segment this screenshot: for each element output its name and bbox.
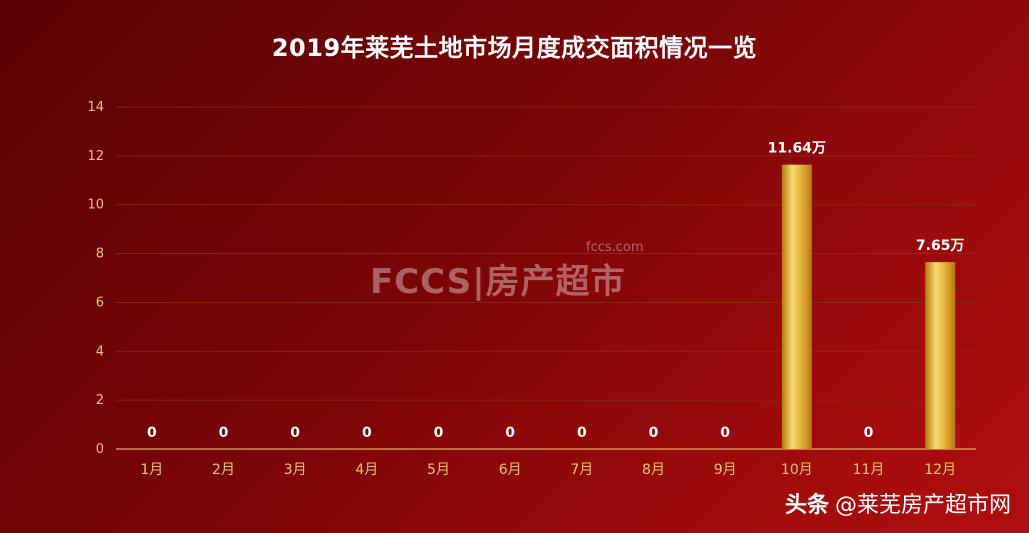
y-tick-label: 10 bbox=[87, 198, 104, 213]
data-label: 0 bbox=[147, 425, 157, 441]
data-label: 0 bbox=[649, 425, 659, 441]
y-axis-ticks: 0 2 4 6 8 10 12 14 bbox=[87, 100, 104, 457]
x-tick-label: 7月 bbox=[570, 462, 593, 478]
x-tick-label: 2月 bbox=[212, 462, 235, 478]
y-tick-label: 4 bbox=[96, 344, 104, 359]
x-tick-label: 5月 bbox=[427, 462, 450, 478]
bar bbox=[781, 164, 812, 449]
y-tick-label: 12 bbox=[87, 149, 104, 164]
grid-lines bbox=[116, 106, 976, 450]
data-label: 7.65万 bbox=[916, 238, 965, 254]
y-tick-label: 14 bbox=[87, 100, 104, 115]
x-tick-label: 9月 bbox=[714, 462, 737, 478]
y-tick-label: 6 bbox=[96, 295, 104, 310]
data-label: 0 bbox=[864, 425, 874, 441]
data-label: 0 bbox=[362, 425, 372, 441]
data-label: 0 bbox=[290, 425, 300, 441]
x-tick-label: 12月 bbox=[924, 462, 956, 478]
y-tick-label: 0 bbox=[96, 442, 104, 457]
data-label: 11.64万 bbox=[768, 141, 826, 157]
data-labels: 0 0 0 0 0 0 0 0 0 11.64万 0 7.65万 bbox=[147, 141, 964, 441]
data-label: 0 bbox=[219, 425, 229, 441]
credit-brand: 头条 bbox=[784, 493, 829, 518]
watermark-url: fccs.com bbox=[586, 240, 644, 255]
credit-account: @莱芜房产超市网 bbox=[834, 493, 1011, 518]
x-tick-label: 4月 bbox=[355, 462, 378, 478]
credit: 头条 @莱芜房产超市网 bbox=[785, 487, 1011, 519]
data-label: 0 bbox=[505, 425, 515, 441]
x-tick-label: 8月 bbox=[642, 462, 665, 478]
y-tick-label: 8 bbox=[96, 247, 104, 262]
bars bbox=[781, 164, 956, 449]
x-tick-label: 11月 bbox=[853, 462, 885, 478]
data-label: 0 bbox=[577, 425, 587, 441]
data-label: 0 bbox=[720, 425, 730, 441]
y-tick-label: 2 bbox=[96, 393, 104, 408]
data-label: 0 bbox=[434, 425, 444, 441]
watermark-logo: FCCS|房产超市 bbox=[370, 262, 626, 302]
x-tick-label: 10月 bbox=[781, 462, 813, 478]
x-axis-ticks: 1月 2月 3月 4月 5月 6月 7月 8月 9月 10月 11月 12月 bbox=[140, 462, 956, 478]
bar bbox=[925, 262, 956, 449]
chart-title: 2019年莱芜土地市场月度成交面积情况一览 bbox=[271, 34, 758, 62]
x-tick-label: 6月 bbox=[499, 462, 522, 478]
x-tick-label: 3月 bbox=[284, 462, 307, 478]
x-tick-label: 1月 bbox=[140, 462, 163, 478]
